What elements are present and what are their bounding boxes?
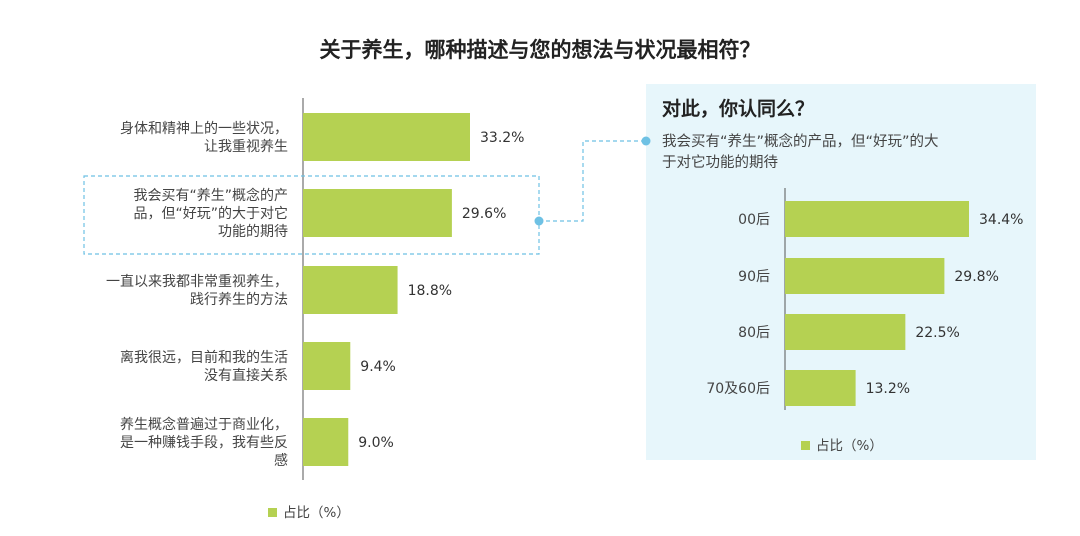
inset-subtitle: 于对它功能的期待 — [662, 153, 778, 171]
category-label: 感 — [274, 452, 288, 469]
inset-category-label: 00后 — [738, 212, 770, 228]
inset-data-label: 29.8% — [954, 269, 998, 285]
highlight-box — [83, 175, 540, 255]
connector-dot — [534, 216, 544, 226]
category-label: 让我重视养生 — [204, 139, 288, 155]
inset-category-label: 90后 — [738, 269, 770, 285]
inset-category-label: 70及60后 — [706, 381, 770, 397]
inset-bar — [785, 314, 906, 350]
inset-data-label: 22.5% — [915, 325, 959, 341]
category-label: 践行养生的方法 — [190, 292, 288, 308]
category-label: 品，但“好玩”的大于对它 — [133, 205, 288, 222]
main-bar-chart: 33.2% 身体和精神上的一些状况， 让我重视养生 29.6% 我会买有“养生”概念的产… — [83, 98, 540, 521]
inset-data-label: 13.2% — [866, 381, 910, 397]
data-label: 18.8% — [408, 283, 452, 299]
category-label: 功能的期待 — [218, 224, 288, 240]
legend-label: 占比（%） — [283, 505, 350, 521]
category-label: 养生概念普遍过于商业化， — [120, 416, 288, 433]
bar — [303, 266, 398, 314]
bar — [303, 418, 349, 466]
bar — [303, 342, 351, 390]
category-label: 没有直接关系 — [204, 367, 288, 384]
inset-data-label: 34.4% — [979, 212, 1023, 228]
data-label: 9.4% — [360, 359, 396, 375]
chart-title: 关于养生，哪种描述与您的想法与状况最相符？ — [319, 38, 761, 62]
inset-category-label: 80后 — [738, 325, 770, 341]
bar — [303, 113, 470, 161]
category-label: 我会买有“养生”概念的产 — [133, 187, 288, 204]
highlight-connector — [534, 136, 651, 226]
category-label: 身体和精神上的一些状况， — [120, 121, 288, 137]
inset-subtitle: 我会买有“养生”概念的产品，但“好玩”的大 — [662, 132, 939, 150]
data-label: 9.0% — [358, 435, 394, 451]
bar — [303, 189, 452, 237]
connector-line — [539, 140, 646, 222]
inset-title: 对此，你认同么？ — [662, 97, 814, 120]
legend-swatch — [268, 508, 277, 517]
inset-bar — [785, 258, 945, 294]
inset-bar — [785, 370, 856, 406]
connector-dot — [641, 136, 651, 146]
data-label: 33.2% — [480, 130, 524, 146]
inset-legend-label: 占比（%） — [816, 438, 883, 454]
category-label: 一直以来我都非常重视养生， — [106, 273, 288, 290]
category-label: 离我很远，目前和我的生活 — [120, 349, 288, 366]
inset-legend-swatch — [801, 441, 810, 450]
category-label: 是一种赚钱手段，我有些反 — [120, 435, 288, 451]
data-label: 29.6% — [462, 206, 506, 222]
inset-bar — [785, 201, 969, 237]
